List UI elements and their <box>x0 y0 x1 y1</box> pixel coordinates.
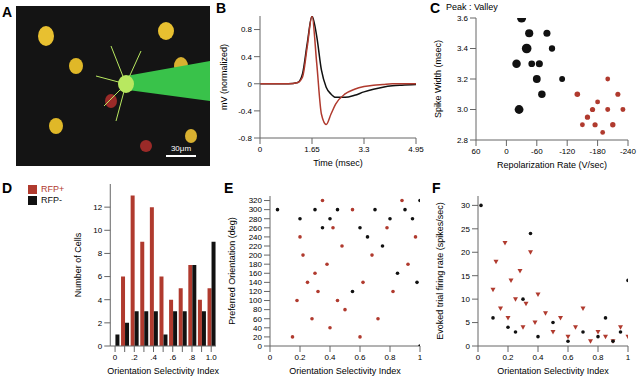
svg-text:0: 0 <box>258 145 263 154</box>
svg-text:20: 20 <box>253 333 262 342</box>
svg-text:0: 0 <box>258 342 263 351</box>
svg-text:0: 0 <box>504 147 509 156</box>
svg-text:6: 6 <box>98 272 103 281</box>
html-text:D: D <box>2 180 13 196</box>
svg-text:30: 30 <box>461 201 470 210</box>
svg-text:0.6: 0.6 <box>354 353 366 362</box>
svg-text:10: 10 <box>93 226 102 235</box>
svg-text:320: 320 <box>249 196 263 205</box>
svg-text:12: 12 <box>93 203 102 212</box>
svg-text:-0.8: -0.8 <box>238 134 252 143</box>
svg-text:120: 120 <box>249 287 263 296</box>
svg-text:0: 0 <box>466 342 471 351</box>
svg-text:220: 220 <box>249 242 263 251</box>
svg-text:180: 180 <box>249 260 263 269</box>
svg-text:100: 100 <box>249 296 263 305</box>
svg-text:4: 4 <box>98 296 103 305</box>
svg-text:0: 0 <box>268 353 273 362</box>
svg-text:10: 10 <box>461 295 470 304</box>
svg-text:0: 0 <box>98 342 103 351</box>
svg-text:3.4: 3.4 <box>457 44 469 53</box>
svg-text:Orientation Selectivity Index: Orientation Selectivity Index <box>289 366 401 376</box>
svg-text:0: 0 <box>476 353 481 362</box>
svg-text:160: 160 <box>249 269 263 278</box>
svg-text:-240: -240 <box>620 147 630 156</box>
svg-text:0.8: 0.8 <box>592 353 604 362</box>
svg-text:240: 240 <box>249 233 263 242</box>
svg-text:0: 0 <box>248 80 253 89</box>
svg-text:80: 80 <box>253 305 262 314</box>
svg-text:0.2: 0.2 <box>294 353 306 362</box>
svg-text:0: 0 <box>113 353 118 362</box>
html-text:A: A <box>2 4 13 20</box>
svg-text:Orientation Selectivity Index: Orientation Selectivity Index <box>497 366 609 376</box>
svg-text:3.3: 3.3 <box>358 145 370 154</box>
svg-text:0.2: 0.2 <box>502 353 514 362</box>
svg-text:0.4: 0.4 <box>324 353 336 362</box>
svg-text:20: 20 <box>461 248 470 257</box>
svg-text:3.6: 3.6 <box>457 14 469 23</box>
svg-text:.6: .6 <box>169 353 176 362</box>
svg-text:Evoked trial firing rate (spik: Evoked trial firing rate (spikes/sec) <box>435 202 445 340</box>
svg-text:5: 5 <box>466 318 471 327</box>
svg-text:40: 40 <box>253 324 262 333</box>
svg-text:0.4: 0.4 <box>532 353 544 362</box>
svg-text:30μm: 30μm <box>171 144 192 153</box>
svg-text:0.6: 0.6 <box>562 353 574 362</box>
svg-text:1: 1 <box>418 353 423 362</box>
svg-text:3.2: 3.2 <box>457 75 469 84</box>
html-text:C Peak : Valley: C Peak : Valley <box>430 0 498 16</box>
svg-text:280: 280 <box>249 215 263 224</box>
svg-text:Number of Cells: Number of Cells <box>73 232 83 297</box>
svg-text:4.95: 4.95 <box>408 145 424 154</box>
svg-text:60: 60 <box>253 315 262 324</box>
html-text:B: B <box>216 0 227 16</box>
svg-text:Orientation Selectivity Index: Orientation Selectivity Index <box>107 366 219 376</box>
svg-text:260: 260 <box>249 224 263 233</box>
svg-text:15: 15 <box>461 272 470 281</box>
svg-text:2.8: 2.8 <box>457 136 469 145</box>
svg-text:-0.4: -0.4 <box>238 107 252 116</box>
svg-text:Time (msec): Time (msec) <box>313 158 363 168</box>
svg-text:0.8: 0.8 <box>241 25 253 34</box>
svg-text:mV (normalized): mV (normalized) <box>219 44 229 110</box>
svg-text:.4: .4 <box>150 353 157 362</box>
svg-text:1: 1 <box>626 353 630 362</box>
svg-text:1.65: 1.65 <box>304 145 320 154</box>
svg-text:300: 300 <box>249 205 263 214</box>
svg-text:Preferred Orientation (deg): Preferred Orientation (deg) <box>227 217 237 325</box>
svg-text:Repolarization Rate (V/sec): Repolarization Rate (V/sec) <box>497 160 607 170</box>
svg-text:140: 140 <box>249 278 263 287</box>
html-text:E: E <box>224 180 234 196</box>
svg-text:200: 200 <box>249 251 263 260</box>
svg-text:8: 8 <box>98 249 103 258</box>
svg-text:3.0: 3.0 <box>457 105 469 114</box>
svg-text:-60: -60 <box>531 147 543 156</box>
svg-text:-180: -180 <box>590 147 607 156</box>
html-text:F: F <box>432 180 441 196</box>
html-text:RFP+: RFP+ <box>41 184 65 194</box>
html-text:RFP-: RFP- <box>41 195 62 205</box>
svg-text:2: 2 <box>98 319 103 328</box>
svg-text:0.8: 0.8 <box>384 353 396 362</box>
svg-text:60: 60 <box>472 147 481 156</box>
svg-text:25: 25 <box>461 225 470 234</box>
svg-text:.2: .2 <box>131 353 138 362</box>
svg-text:Spike Width (msec): Spike Width (msec) <box>433 40 443 118</box>
svg-text:1.0: 1.0 <box>206 353 218 362</box>
svg-text:-120: -120 <box>559 147 576 156</box>
svg-text:.8: .8 <box>189 353 196 362</box>
svg-text:0.4: 0.4 <box>241 53 253 62</box>
